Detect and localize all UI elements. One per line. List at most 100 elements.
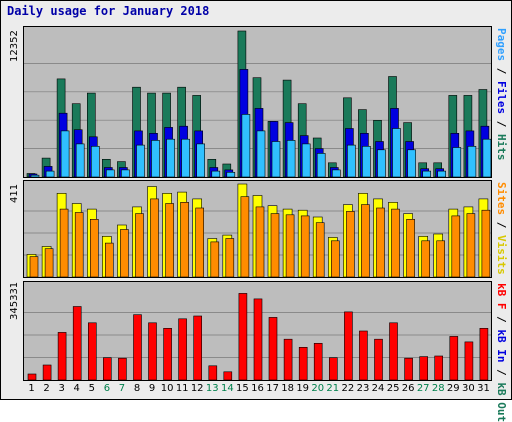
x-tick-label: 15 [236, 383, 249, 394]
bar-sites [346, 211, 355, 277]
max-label-visits: 411 [9, 183, 20, 203]
bar-kb-in [359, 330, 368, 380]
x-tick-label: 29 [446, 383, 460, 394]
bar-sites [451, 215, 461, 277]
x-tick-label: 7 [118, 383, 126, 394]
bar-kb-in [479, 327, 489, 380]
kb-plot [24, 293, 491, 380]
bar-pages [362, 146, 371, 177]
bar-kb-in [344, 311, 353, 380]
bar-sites [180, 201, 189, 277]
max-label-hits: 12352 [9, 30, 20, 62]
bar-sites [300, 215, 310, 277]
bar-pages [106, 169, 115, 177]
bar-sites [59, 208, 69, 277]
legend-kbout: kB Out [495, 382, 508, 422]
bar-kb-in [103, 357, 112, 380]
bar-pages [286, 140, 296, 177]
panel-kb [23, 281, 492, 381]
x-tick-label: 20 [311, 383, 325, 394]
bar-sites [225, 238, 235, 277]
legend-pages: Pages [495, 28, 508, 62]
x-tick-label: 27 [416, 383, 430, 394]
legend-sep: / [495, 114, 508, 134]
bar-pages [347, 144, 356, 177]
bar-kb-in [148, 322, 157, 380]
x-tick-label: 16 [251, 383, 264, 394]
legend-kbin: kB In [495, 329, 508, 363]
x-tick-label: 2 [43, 383, 50, 394]
x-tick-label: 24 [371, 383, 385, 394]
right-label-bottom: kB F / kB In / kB Out [495, 283, 508, 422]
bar-pages [452, 147, 462, 177]
bar-pages [271, 141, 281, 177]
bar-sites [240, 196, 250, 277]
bar-pages [45, 170, 55, 177]
bar-kb-in [298, 347, 308, 380]
bar-sites [330, 240, 340, 277]
bar-kb-in [374, 338, 383, 380]
bar-pages [181, 138, 190, 177]
bar-pages [196, 143, 205, 177]
right-label-top: Pages / Files / Hits [495, 28, 508, 161]
x-tick-label: 12 [190, 383, 204, 394]
panel-pages-files-hits [23, 26, 492, 178]
bar-sites [29, 256, 39, 277]
bar-kb-in [163, 327, 172, 380]
bar-pages [226, 172, 236, 177]
bar-sites [105, 242, 114, 277]
bar-sites [255, 206, 265, 277]
bar-kb-in [57, 332, 67, 380]
legend-sep: / [495, 215, 508, 235]
x-tick-label: 3 [58, 383, 65, 394]
legend-sep: / [495, 309, 508, 330]
bar-sites [361, 204, 370, 277]
bar-kb-in [27, 373, 37, 380]
chart-title: Daily usage for January 2018 [7, 4, 210, 18]
bar-kb-in [283, 338, 293, 380]
bar-sites [135, 213, 144, 277]
legend-visits: Visits [495, 235, 508, 275]
x-tick-label: 13 [205, 383, 219, 394]
x-tick-label: 17 [266, 383, 279, 394]
bar-kb-in [88, 322, 97, 380]
x-tick-label: 6 [103, 383, 111, 394]
bar-sites [74, 212, 84, 277]
bar-kb-in [238, 293, 248, 380]
panel-sites-visits [23, 180, 492, 278]
sites-visits-plot [24, 183, 491, 277]
legend-files: Files [495, 81, 508, 115]
x-tick-label: 10 [160, 383, 174, 394]
bar-kb-in [464, 341, 474, 380]
bar-pages [166, 138, 175, 177]
bar-pages [301, 143, 311, 177]
x-tick-label: 19 [296, 383, 310, 394]
bar-sites [44, 248, 54, 277]
right-label-middle: Sites / Visits [495, 182, 508, 275]
bar-pages [121, 169, 130, 177]
bar-kb-in [313, 342, 323, 380]
bar-pages [482, 138, 491, 177]
bar-kb-in [328, 357, 338, 380]
bar-pages [75, 143, 85, 177]
bar-kb-in [193, 315, 202, 380]
bar-sites [481, 209, 491, 277]
bar-sites [270, 213, 280, 277]
bar-kb-in [72, 306, 82, 380]
bar-sites [406, 218, 415, 277]
x-tick-label: 31 [477, 383, 490, 394]
max-label-kb: 345331 [9, 281, 20, 320]
bar-pages [331, 169, 341, 177]
bar-sites [315, 222, 325, 277]
bar-sites [285, 214, 295, 277]
x-tick-label: 18 [281, 383, 294, 394]
bar-sites [466, 213, 476, 277]
bar-kb-in [223, 371, 233, 380]
legend-kbf: kB F [495, 283, 508, 310]
bar-kb-in [389, 322, 398, 380]
bar-kb-in [42, 364, 52, 380]
bar-kb-in [449, 336, 459, 380]
x-tick-label: 25 [386, 383, 400, 394]
x-tick-label: 21 [326, 383, 340, 394]
bar-pages [377, 149, 386, 177]
